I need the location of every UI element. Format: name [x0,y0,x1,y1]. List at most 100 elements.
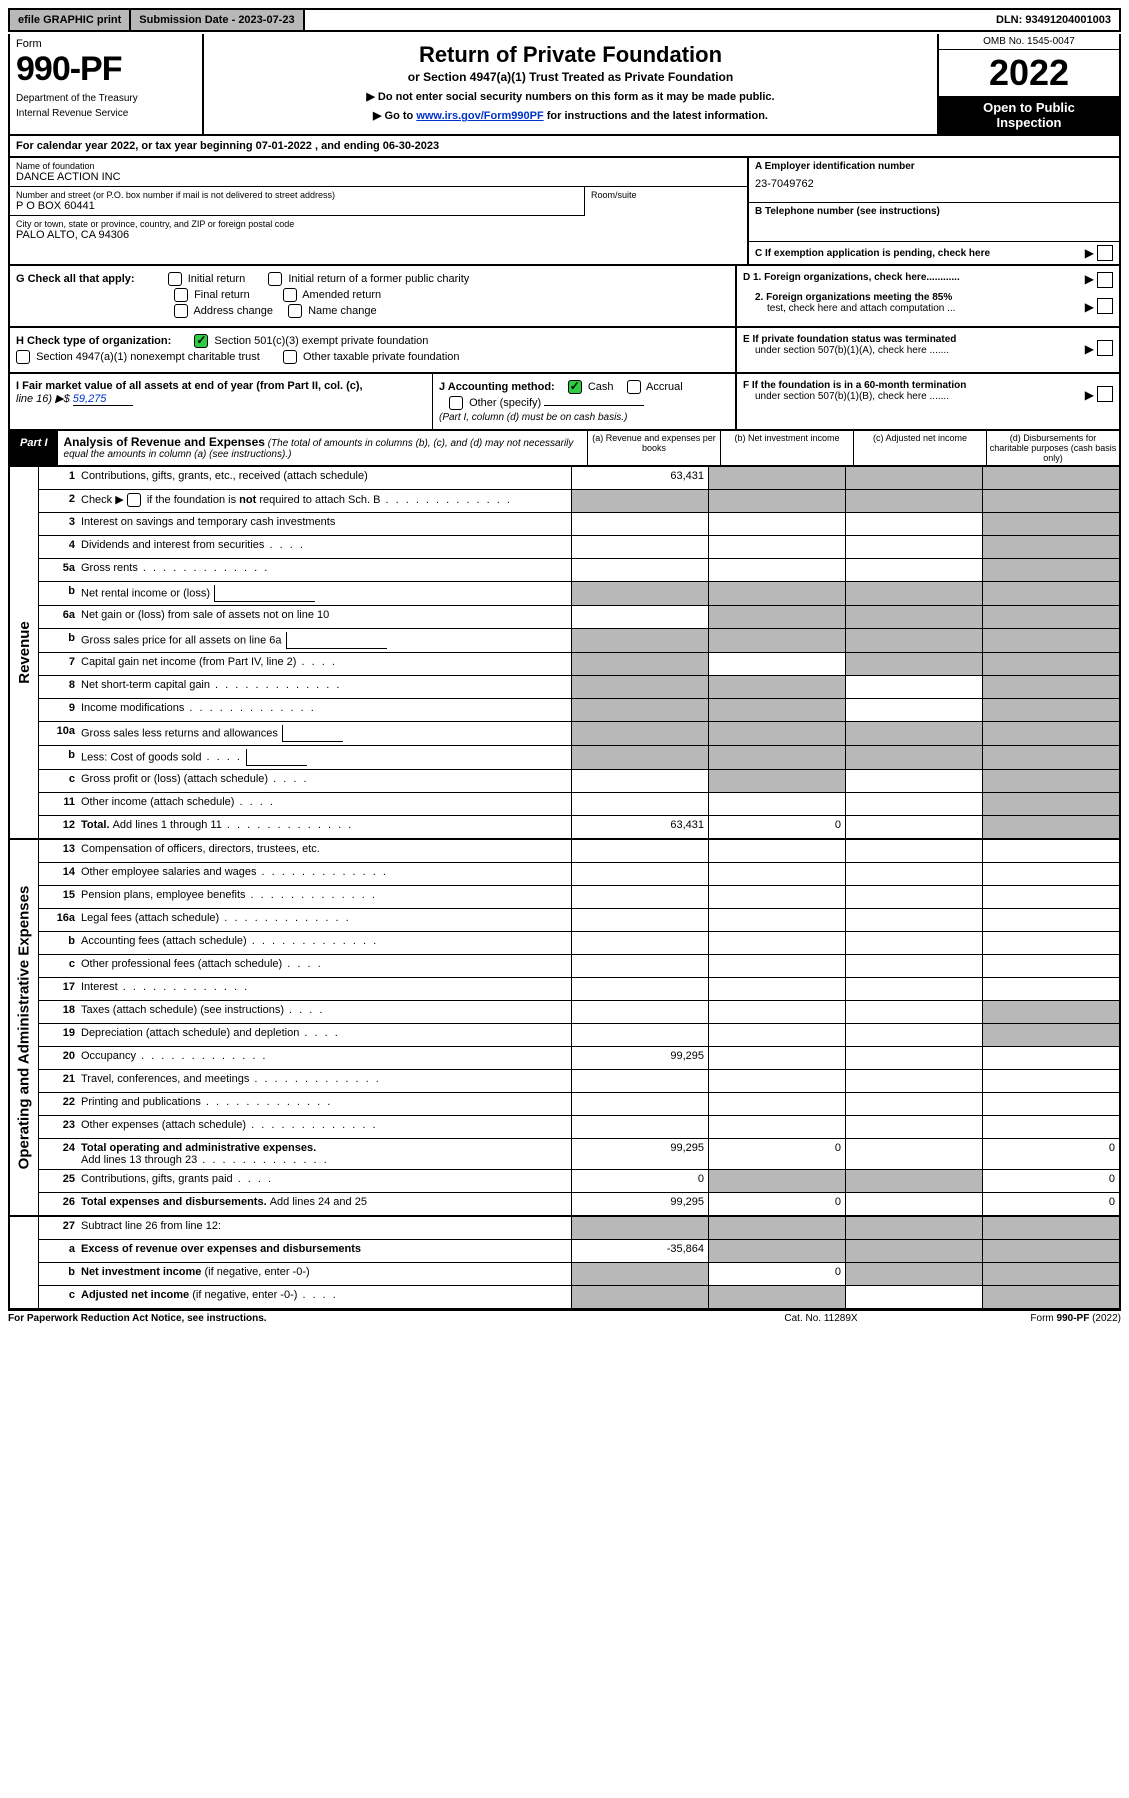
accrual-checkbox[interactable] [627,380,641,394]
revenue-side-label: Revenue [10,467,39,838]
j-label: J Accounting method: [439,381,555,393]
row-desc: Net rental income or (loss) [79,582,571,605]
row-27b: bNet investment income (if negative, ent… [39,1263,1119,1286]
ein-label: A Employer identification number [755,161,1113,172]
row-num: 2 [39,490,79,512]
other-specify-line [544,405,644,406]
h-e-row: H Check type of organization: Section 50… [8,328,1121,374]
e-checkbox[interactable] [1097,340,1113,356]
row-15: 15Pension plans, employee benefits [39,886,1119,909]
other-method-checkbox[interactable] [449,396,463,410]
row-10c: cGross profit or (loss) (attach schedule… [39,770,1119,793]
h-section: H Check type of organization: Section 50… [10,328,735,372]
row-2: 2 Check ▶ if the foundation is not requi… [39,490,1119,513]
f1-label: F If the foundation is in a 60-month ter… [743,380,1085,391]
entity-info: Name of foundation DANCE ACTION INC Numb… [8,158,1121,266]
row-desc: Check ▶ if the foundation is not require… [79,490,571,512]
501c3-checkbox[interactable] [194,334,208,348]
form-id-footer: Form 990-PF (2022) [921,1313,1121,1324]
r2-pre: Check ▶ [81,494,127,506]
final-return-checkbox[interactable] [174,288,188,302]
cash-checkbox[interactable] [568,380,582,394]
instructions-link[interactable]: www.irs.gov/Form990PF [416,110,543,122]
d1-checkbox[interactable] [1097,272,1113,288]
row-16c: cOther professional fees (attach schedul… [39,955,1119,978]
g-d-row: G Check all that apply: Initial return I… [8,266,1121,328]
form-footer: For Paperwork Reduction Act Notice, see … [8,1310,1121,1324]
efile-print-button[interactable]: efile GRAPHIC print [10,10,131,30]
initial-return-checkbox[interactable] [168,272,182,286]
goto-note: ▶ Go to www.irs.gov/Form990PF for instru… [212,109,929,122]
i-label: I Fair market value of all assets at end… [16,380,426,392]
other-taxable-checkbox[interactable] [283,350,297,364]
row-6a: 6aNet gain or (loss) from sale of assets… [39,606,1119,629]
row-desc: Total. Add lines 1 through 11 [79,816,571,838]
row-desc: Occupancy [79,1047,571,1069]
r2-post: required to attach Sch. B [256,494,380,506]
part1-desc: Analysis of Revenue and Expenses (The to… [58,431,587,465]
tax-year: 2022 [939,50,1119,96]
f-checkbox[interactable] [1097,386,1113,402]
arrow-icon: ▶ [1085,342,1094,356]
501c3-label: Section 501(c)(3) exempt private foundat… [214,335,428,347]
dept-irs: Internal Revenue Service [16,108,196,119]
d2-checkbox[interactable] [1097,298,1113,314]
cell-a: 63,431 [571,467,708,489]
expenses-text: Operating and Administrative Expenses [16,886,33,1170]
row-desc: Gross sales less returns and allowances [79,722,571,745]
phone-label: B Telephone number (see instructions) [755,206,1113,217]
row-9: 9Income modifications [39,699,1119,722]
e1-label: E If private foundation status was termi… [743,334,1085,345]
row-desc: Travel, conferences, and meetings [79,1070,571,1092]
header-right: OMB No. 1545-0047 2022 Open to Public In… [937,34,1119,134]
row-20: 20Occupancy99,295 [39,1047,1119,1070]
open-line1: Open to Public [943,100,1115,115]
amended-return-checkbox[interactable] [283,288,297,302]
row-desc: Dividends and interest from securities [79,536,571,558]
row-desc: Total operating and administrative expen… [79,1139,571,1169]
submission-date-button[interactable]: Submission Date - 2023-07-23 [131,10,304,30]
initial-former-checkbox[interactable] [268,272,282,286]
row-desc: Depreciation (attach schedule) and deple… [79,1024,571,1046]
row-desc: Excess of revenue over expenses and disb… [79,1240,571,1262]
pending-cell: C If exemption application is pending, c… [749,242,1119,264]
row-7: 7Capital gain net income (from Part IV, … [39,653,1119,676]
part1-header: Part I Analysis of Revenue and Expenses … [8,431,1121,467]
name-cell: Name of foundation DANCE ACTION INC [10,158,747,187]
row-desc: Other income (attach schedule) [79,793,571,815]
cash-label: Cash [588,381,614,393]
pending-checkbox[interactable] [1097,245,1113,261]
row-10a: 10aGross sales less returns and allowanc… [39,722,1119,746]
foundation-name: DANCE ACTION INC [16,171,741,183]
4947-label: Section 4947(a)(1) nonexempt charitable … [36,351,260,363]
other-method-label: Other (specify) [469,397,541,409]
row-16b: bAccounting fees (attach schedule) [39,932,1119,955]
entity-left: Name of foundation DANCE ACTION INC Numb… [10,158,747,264]
row-14: 14Other employee salaries and wages [39,863,1119,886]
row-desc: Other professional fees (attach schedule… [79,955,571,977]
e-section: E If private foundation status was termi… [735,328,1119,372]
row-3: 3Interest on savings and temporary cash … [39,513,1119,536]
room-cell: Room/suite [584,187,747,216]
form-page: efile GRAPHIC print Submission Date - 20… [8,8,1121,1324]
row-17: 17Interest [39,978,1119,1001]
omb-number: OMB No. 1545-0047 [939,34,1119,50]
name-change-checkbox[interactable] [288,304,302,318]
row-desc: Pension plans, employee benefits [79,886,571,908]
row-desc: Net gain or (loss) from sale of assets n… [79,606,571,628]
col-a-header: (a) Revenue and expenses per books [587,431,720,465]
phone-cell: B Telephone number (see instructions) [749,203,1119,242]
row-13: 13Compensation of officers, directors, t… [39,840,1119,863]
line16-label: line 16) ▶$ [16,393,73,405]
row-desc: Gross profit or (loss) (attach schedule) [79,770,571,792]
row-10b: bLess: Cost of goods sold [39,746,1119,770]
row-25: 25Contributions, gifts, grants paid00 [39,1170,1119,1193]
address-change-checkbox[interactable] [174,304,188,318]
goto-pre: ▶ Go to [373,110,416,122]
schb-checkbox[interactable] [127,493,141,507]
4947-checkbox[interactable] [16,350,30,364]
j-section: J Accounting method: Cash Accrual Other … [432,374,735,429]
entity-right: A Employer identification number 23-7049… [747,158,1119,264]
room-label: Room/suite [591,190,741,200]
row-27a: aExcess of revenue over expenses and dis… [39,1240,1119,1263]
